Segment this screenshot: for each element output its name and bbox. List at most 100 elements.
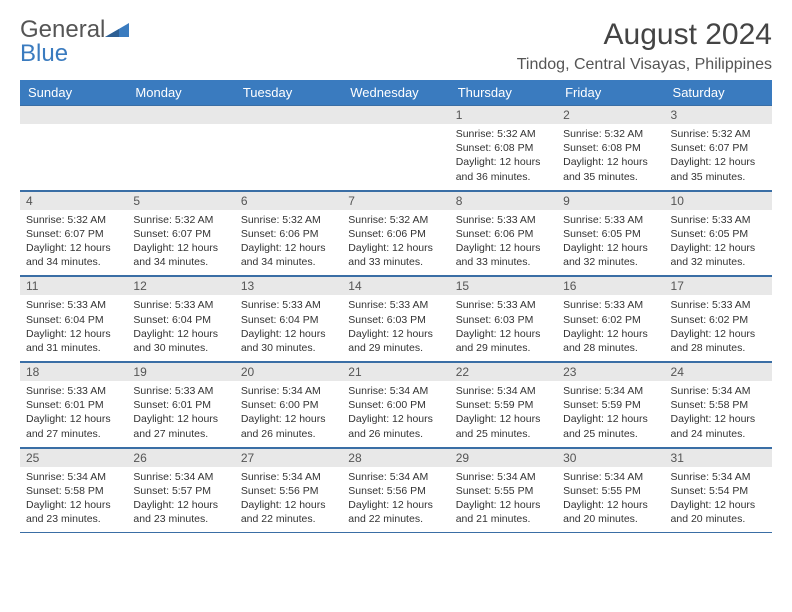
calendar-day-cell: 25Sunrise: 5:34 AMSunset: 5:58 PMDayligh… — [20, 447, 127, 533]
calendar-day-cell: 17Sunrise: 5:33 AMSunset: 6:02 PMDayligh… — [665, 276, 772, 362]
calendar-day-cell: 26Sunrise: 5:34 AMSunset: 5:57 PMDayligh… — [127, 447, 234, 533]
weekday-header-row: SundayMondayTuesdayWednesdayThursdayFrid… — [20, 80, 772, 105]
day-content: Sunrise: 5:33 AMSunset: 6:04 PMDaylight:… — [127, 295, 234, 361]
calendar-day-cell: 12Sunrise: 5:33 AMSunset: 6:04 PMDayligh… — [127, 276, 234, 362]
day-number — [20, 105, 127, 124]
day-content: Sunrise: 5:33 AMSunset: 6:03 PMDaylight:… — [450, 295, 557, 361]
weekday-header: Thursday — [450, 80, 557, 105]
day-number: 24 — [665, 362, 772, 381]
day-number: 6 — [235, 191, 342, 210]
calendar-day-cell: 29Sunrise: 5:34 AMSunset: 5:55 PMDayligh… — [450, 447, 557, 533]
day-content: Sunrise: 5:34 AMSunset: 6:00 PMDaylight:… — [235, 381, 342, 447]
day-content: Sunrise: 5:34 AMSunset: 5:58 PMDaylight:… — [665, 381, 772, 447]
day-content: Sunrise: 5:34 AMSunset: 5:56 PMDaylight:… — [235, 467, 342, 533]
calendar-day-cell: 6Sunrise: 5:32 AMSunset: 6:06 PMDaylight… — [235, 190, 342, 276]
calendar-week-row: 25Sunrise: 5:34 AMSunset: 5:58 PMDayligh… — [20, 447, 772, 533]
day-number: 22 — [450, 362, 557, 381]
calendar-day-cell: 9Sunrise: 5:33 AMSunset: 6:05 PMDaylight… — [557, 190, 664, 276]
calendar-day-cell: 2Sunrise: 5:32 AMSunset: 6:08 PMDaylight… — [557, 105, 664, 190]
day-content: Sunrise: 5:34 AMSunset: 5:57 PMDaylight:… — [127, 467, 234, 533]
day-content: Sunrise: 5:33 AMSunset: 6:01 PMDaylight:… — [20, 381, 127, 447]
calendar-week-row: 18Sunrise: 5:33 AMSunset: 6:01 PMDayligh… — [20, 362, 772, 448]
calendar-day-cell — [20, 105, 127, 190]
day-number: 13 — [235, 276, 342, 295]
calendar-day-cell: 16Sunrise: 5:33 AMSunset: 6:02 PMDayligh… — [557, 276, 664, 362]
day-number: 26 — [127, 448, 234, 467]
calendar-day-cell: 8Sunrise: 5:33 AMSunset: 6:06 PMDaylight… — [450, 190, 557, 276]
day-number: 9 — [557, 191, 664, 210]
logo-triangle-icon — [105, 18, 129, 42]
calendar-day-cell: 5Sunrise: 5:32 AMSunset: 6:07 PMDaylight… — [127, 190, 234, 276]
day-content: Sunrise: 5:33 AMSunset: 6:04 PMDaylight:… — [20, 295, 127, 361]
day-number: 4 — [20, 191, 127, 210]
day-number: 25 — [20, 448, 127, 467]
weekday-header: Wednesday — [342, 80, 449, 105]
day-content: Sunrise: 5:33 AMSunset: 6:01 PMDaylight:… — [127, 381, 234, 447]
logo-text-general: General — [20, 16, 105, 43]
calendar-day-cell: 14Sunrise: 5:33 AMSunset: 6:03 PMDayligh… — [342, 276, 449, 362]
calendar-day-cell: 11Sunrise: 5:33 AMSunset: 6:04 PMDayligh… — [20, 276, 127, 362]
day-content: Sunrise: 5:33 AMSunset: 6:05 PMDaylight:… — [665, 210, 772, 276]
calendar-day-cell: 13Sunrise: 5:33 AMSunset: 6:04 PMDayligh… — [235, 276, 342, 362]
day-content: Sunrise: 5:32 AMSunset: 6:08 PMDaylight:… — [557, 124, 664, 190]
calendar-day-cell: 24Sunrise: 5:34 AMSunset: 5:58 PMDayligh… — [665, 362, 772, 448]
day-number: 31 — [665, 448, 772, 467]
calendar-table: SundayMondayTuesdayWednesdayThursdayFrid… — [20, 80, 772, 533]
day-number — [342, 105, 449, 124]
day-number: 12 — [127, 276, 234, 295]
day-content: Sunrise: 5:33 AMSunset: 6:05 PMDaylight:… — [557, 210, 664, 276]
calendar-day-cell: 28Sunrise: 5:34 AMSunset: 5:56 PMDayligh… — [342, 447, 449, 533]
day-number: 18 — [20, 362, 127, 381]
day-content: Sunrise: 5:32 AMSunset: 6:07 PMDaylight:… — [20, 210, 127, 276]
calendar-day-cell: 1Sunrise: 5:32 AMSunset: 6:08 PMDaylight… — [450, 105, 557, 190]
day-number: 21 — [342, 362, 449, 381]
day-number: 8 — [450, 191, 557, 210]
day-number: 14 — [342, 276, 449, 295]
day-number: 1 — [450, 105, 557, 124]
calendar-day-cell: 18Sunrise: 5:33 AMSunset: 6:01 PMDayligh… — [20, 362, 127, 448]
day-content — [20, 124, 127, 172]
day-content: Sunrise: 5:33 AMSunset: 6:04 PMDaylight:… — [235, 295, 342, 361]
calendar-week-row: 4Sunrise: 5:32 AMSunset: 6:07 PMDaylight… — [20, 190, 772, 276]
weekday-header: Friday — [557, 80, 664, 105]
calendar-week-row: 1Sunrise: 5:32 AMSunset: 6:08 PMDaylight… — [20, 105, 772, 190]
day-number: 7 — [342, 191, 449, 210]
day-number: 10 — [665, 191, 772, 210]
day-number: 3 — [665, 105, 772, 124]
month-title: August 2024 — [517, 18, 772, 52]
weekday-header: Saturday — [665, 80, 772, 105]
day-content — [235, 124, 342, 172]
calendar-day-cell: 27Sunrise: 5:34 AMSunset: 5:56 PMDayligh… — [235, 447, 342, 533]
day-content: Sunrise: 5:34 AMSunset: 5:54 PMDaylight:… — [665, 467, 772, 533]
day-content — [342, 124, 449, 172]
day-number: 5 — [127, 191, 234, 210]
header: General Blue August 2024 Tindog, Central… — [20, 18, 772, 74]
logo: General Blue — [20, 18, 129, 66]
day-content: Sunrise: 5:32 AMSunset: 6:07 PMDaylight:… — [665, 124, 772, 190]
day-content: Sunrise: 5:34 AMSunset: 5:59 PMDaylight:… — [557, 381, 664, 447]
calendar-day-cell — [342, 105, 449, 190]
day-content: Sunrise: 5:33 AMSunset: 6:03 PMDaylight:… — [342, 295, 449, 361]
calendar-day-cell: 30Sunrise: 5:34 AMSunset: 5:55 PMDayligh… — [557, 447, 664, 533]
day-number: 23 — [557, 362, 664, 381]
calendar-day-cell: 21Sunrise: 5:34 AMSunset: 6:00 PMDayligh… — [342, 362, 449, 448]
day-number: 11 — [20, 276, 127, 295]
day-number: 27 — [235, 448, 342, 467]
day-number: 17 — [665, 276, 772, 295]
weekday-header: Monday — [127, 80, 234, 105]
day-number: 28 — [342, 448, 449, 467]
calendar-day-cell: 20Sunrise: 5:34 AMSunset: 6:00 PMDayligh… — [235, 362, 342, 448]
day-number — [127, 105, 234, 124]
day-number: 30 — [557, 448, 664, 467]
calendar-day-cell — [235, 105, 342, 190]
calendar-week-row: 11Sunrise: 5:33 AMSunset: 6:04 PMDayligh… — [20, 276, 772, 362]
day-number: 15 — [450, 276, 557, 295]
day-content: Sunrise: 5:34 AMSunset: 5:58 PMDaylight:… — [20, 467, 127, 533]
day-number: 16 — [557, 276, 664, 295]
day-content: Sunrise: 5:32 AMSunset: 6:06 PMDaylight:… — [235, 210, 342, 276]
day-content: Sunrise: 5:34 AMSunset: 5:55 PMDaylight:… — [450, 467, 557, 533]
weekday-header: Sunday — [20, 80, 127, 105]
calendar-day-cell: 4Sunrise: 5:32 AMSunset: 6:07 PMDaylight… — [20, 190, 127, 276]
day-content: Sunrise: 5:34 AMSunset: 6:00 PMDaylight:… — [342, 381, 449, 447]
calendar-day-cell: 3Sunrise: 5:32 AMSunset: 6:07 PMDaylight… — [665, 105, 772, 190]
